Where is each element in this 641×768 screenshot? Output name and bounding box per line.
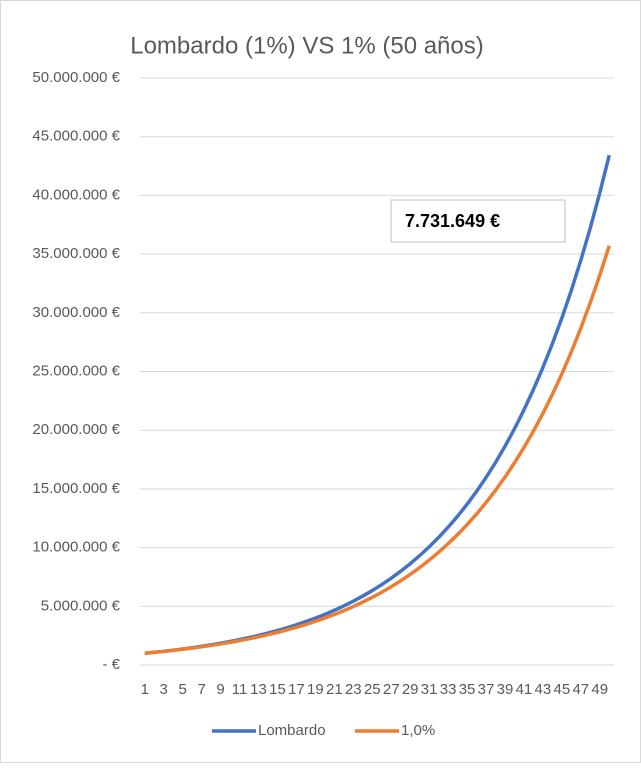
x-tick-label: 35 bbox=[459, 681, 476, 698]
x-tick-label: 21 bbox=[326, 681, 343, 698]
x-tick-label: 25 bbox=[364, 681, 381, 698]
x-tick-label: 7 bbox=[197, 681, 205, 698]
x-tick-label: 5 bbox=[178, 681, 186, 698]
y-tick-label: 40.000.000 € bbox=[32, 186, 120, 203]
y-tick-label: 5.000.000 € bbox=[41, 597, 121, 614]
x-tick-label: 41 bbox=[516, 681, 533, 698]
x-tick-label: 11 bbox=[232, 681, 248, 698]
x-tick-label: 13 bbox=[250, 681, 267, 698]
x-tick-label: 33 bbox=[440, 681, 457, 698]
chart-title: Lombardo (1%) VS 1% (50 años) bbox=[130, 32, 484, 59]
legend-label: Lombardo bbox=[258, 722, 326, 739]
y-tick-label: 30.000.000 € bbox=[32, 304, 120, 321]
y-tick-label: 45.000.000 € bbox=[32, 128, 120, 145]
x-tick-label: 45 bbox=[554, 681, 571, 698]
x-tick-label: 17 bbox=[288, 681, 305, 698]
legend-label: 1,0% bbox=[401, 722, 435, 739]
y-tick-label: 10.000.000 € bbox=[32, 539, 120, 556]
x-tick-label: 27 bbox=[383, 681, 400, 698]
x-tick-label: 49 bbox=[591, 681, 608, 698]
y-tick-label: 25.000.000 € bbox=[32, 362, 120, 379]
x-tick-label: 3 bbox=[160, 681, 168, 698]
x-tick-label: 1 bbox=[141, 681, 149, 698]
y-tick-label: - € bbox=[102, 656, 120, 673]
x-tick-label: 9 bbox=[216, 681, 224, 698]
x-tick-label: 43 bbox=[535, 681, 552, 698]
x-tick-label: 31 bbox=[421, 681, 438, 698]
x-tick-label: 29 bbox=[402, 681, 419, 698]
x-tick-label: 23 bbox=[345, 681, 362, 698]
y-tick-label: 20.000.000 € bbox=[32, 421, 120, 438]
x-tick-label: 37 bbox=[478, 681, 495, 698]
y-tick-label: 15.000.000 € bbox=[32, 480, 120, 497]
y-tick-label: 50.000.000 € bbox=[32, 69, 120, 86]
x-tick-label: 19 bbox=[307, 681, 324, 698]
x-tick-label: 15 bbox=[269, 681, 286, 698]
annotation-box bbox=[390, 199, 566, 243]
x-tick-label: 39 bbox=[497, 681, 514, 698]
x-tick-label: 47 bbox=[572, 681, 589, 698]
line-series bbox=[144, 245, 611, 656]
annotation: 7.731.649 € bbox=[405, 211, 500, 231]
y-tick-label: 35.000.000 € bbox=[32, 245, 120, 262]
